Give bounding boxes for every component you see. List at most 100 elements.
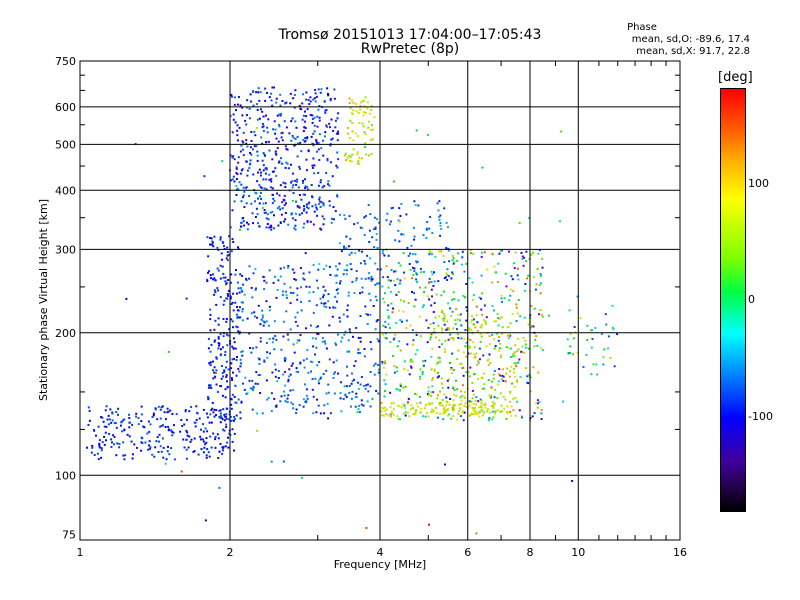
echo-point	[202, 440, 205, 443]
echo-point	[275, 405, 278, 408]
echo-point	[377, 340, 380, 343]
echo-point	[513, 351, 516, 354]
echo-point	[513, 262, 516, 265]
echo-point	[440, 309, 443, 312]
echo-point	[521, 416, 524, 419]
colorbar-tick-100: 100	[748, 177, 769, 190]
echo-point	[359, 292, 361, 295]
echo-point	[313, 130, 316, 133]
echo-point	[464, 345, 467, 348]
echo-point	[438, 216, 441, 218]
echo-point	[536, 406, 539, 409]
echo-point	[296, 298, 299, 301]
echo-point	[292, 172, 294, 175]
echo-point	[472, 318, 475, 321]
echo-point	[103, 425, 106, 428]
echo-point	[300, 108, 303, 111]
echo-point	[590, 329, 593, 331]
echo-point	[385, 413, 388, 415]
echo-point	[354, 396, 357, 398]
echo-point	[224, 388, 227, 391]
echo-point	[480, 297, 482, 300]
echo-point	[122, 454, 125, 457]
echo-point	[137, 423, 140, 426]
echo-point	[294, 89, 297, 92]
echo-point	[263, 321, 266, 324]
echo-point	[318, 196, 321, 199]
echo-point	[431, 385, 434, 388]
echo-point	[210, 387, 213, 389]
echo-point	[247, 223, 250, 226]
echo-point	[473, 357, 476, 359]
echo-point	[474, 399, 477, 402]
echo-point	[211, 278, 214, 281]
echo-point	[463, 411, 466, 414]
echo-point	[215, 383, 218, 386]
echo-point	[523, 316, 526, 319]
echo-point	[202, 438, 204, 441]
echo-point	[162, 437, 164, 440]
echo-point	[370, 348, 373, 351]
echo-point	[399, 383, 402, 386]
echo-point	[517, 299, 520, 301]
echo-point	[350, 268, 353, 271]
echo-point	[131, 457, 134, 460]
echo-point	[195, 405, 198, 408]
echo-point	[432, 409, 435, 412]
echo-point	[242, 194, 245, 197]
echo-point	[242, 217, 245, 219]
echo-point	[213, 328, 216, 331]
echo-point	[474, 356, 477, 358]
echo-point	[325, 392, 328, 395]
echo-point	[348, 97, 351, 100]
echo-point	[219, 415, 222, 418]
echo-point	[397, 262, 400, 264]
echo-point	[315, 411, 318, 414]
echo-point	[369, 112, 372, 115]
echo-point	[295, 367, 298, 370]
echo-point	[371, 138, 374, 141]
echo-point	[245, 114, 248, 117]
echo-point	[291, 134, 294, 137]
echo-point	[437, 402, 440, 405]
echo-point	[242, 283, 244, 286]
echo-point	[490, 387, 493, 390]
echo-point	[407, 254, 410, 257]
echo-point	[447, 247, 450, 250]
echo-point	[567, 352, 570, 355]
echo-point	[273, 86, 275, 89]
echo-point	[444, 276, 447, 279]
echo-point	[311, 361, 314, 363]
echo-point	[135, 412, 138, 415]
echo-point	[444, 339, 447, 342]
echo-point	[235, 167, 238, 170]
echo-point	[205, 437, 208, 440]
echo-point	[471, 319, 474, 322]
echo-point	[308, 271, 311, 274]
echo-point	[472, 413, 475, 416]
echo-point	[101, 441, 104, 444]
echo-point	[128, 421, 131, 424]
echo-point	[88, 410, 91, 412]
echo-point	[328, 265, 331, 268]
echo-point	[86, 446, 88, 449]
echo-point	[363, 99, 366, 102]
echo-point	[410, 408, 412, 411]
echo-point	[538, 249, 541, 252]
echo-point	[279, 104, 282, 107]
echo-point	[209, 243, 211, 246]
echo-point	[443, 290, 446, 293]
echo-point	[206, 278, 209, 281]
echo-point	[433, 280, 436, 283]
echo-point	[261, 316, 264, 319]
echo-point	[351, 99, 353, 102]
echo-point	[311, 378, 314, 380]
echo-point	[122, 419, 124, 422]
echo-point	[211, 273, 214, 276]
echo-point	[410, 366, 413, 369]
echo-point	[349, 137, 351, 139]
echo-point	[465, 306, 468, 309]
echo-point	[185, 297, 188, 300]
echo-point	[280, 113, 282, 115]
x-tick-label: 8	[527, 546, 534, 559]
